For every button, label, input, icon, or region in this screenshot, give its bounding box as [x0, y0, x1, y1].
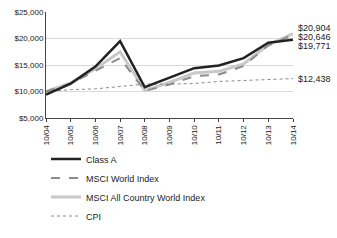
- svg-text:10/11: 10/11: [215, 125, 224, 145]
- svg-text:10/06: 10/06: [91, 125, 100, 146]
- svg-text:10/04: 10/04: [42, 125, 51, 146]
- svg-text:10/08: 10/08: [140, 125, 149, 146]
- svg-text:10/14: 10/14: [289, 125, 298, 146]
- svg-text:CPI: CPI: [86, 212, 101, 222]
- svg-text:$19,771: $19,771: [298, 41, 331, 51]
- svg-text:Class A: Class A: [86, 155, 117, 165]
- svg-text:$25,000: $25,000: [14, 8, 43, 17]
- svg-text:$20,646: $20,646: [298, 32, 331, 42]
- svg-text:$10,000: $10,000: [14, 87, 43, 96]
- svg-text:10/10: 10/10: [190, 125, 199, 146]
- svg-text:10/05: 10/05: [66, 125, 75, 146]
- svg-text:$15,000: $15,000: [14, 61, 43, 70]
- svg-text:MSCI All Country World Index: MSCI All Country World Index: [86, 193, 205, 203]
- svg-text:$5,000: $5,000: [19, 114, 44, 123]
- svg-text:$20,904: $20,904: [298, 23, 331, 33]
- svg-text:$20,000: $20,000: [14, 34, 43, 43]
- svg-text:10/07: 10/07: [116, 125, 125, 146]
- svg-text:10/12: 10/12: [239, 125, 248, 146]
- svg-text:MSCI World Index: MSCI World Index: [86, 174, 159, 184]
- svg-text:10/13: 10/13: [264, 125, 273, 146]
- svg-text:10/09: 10/09: [165, 125, 174, 146]
- svg-text:$12,438: $12,438: [298, 74, 331, 84]
